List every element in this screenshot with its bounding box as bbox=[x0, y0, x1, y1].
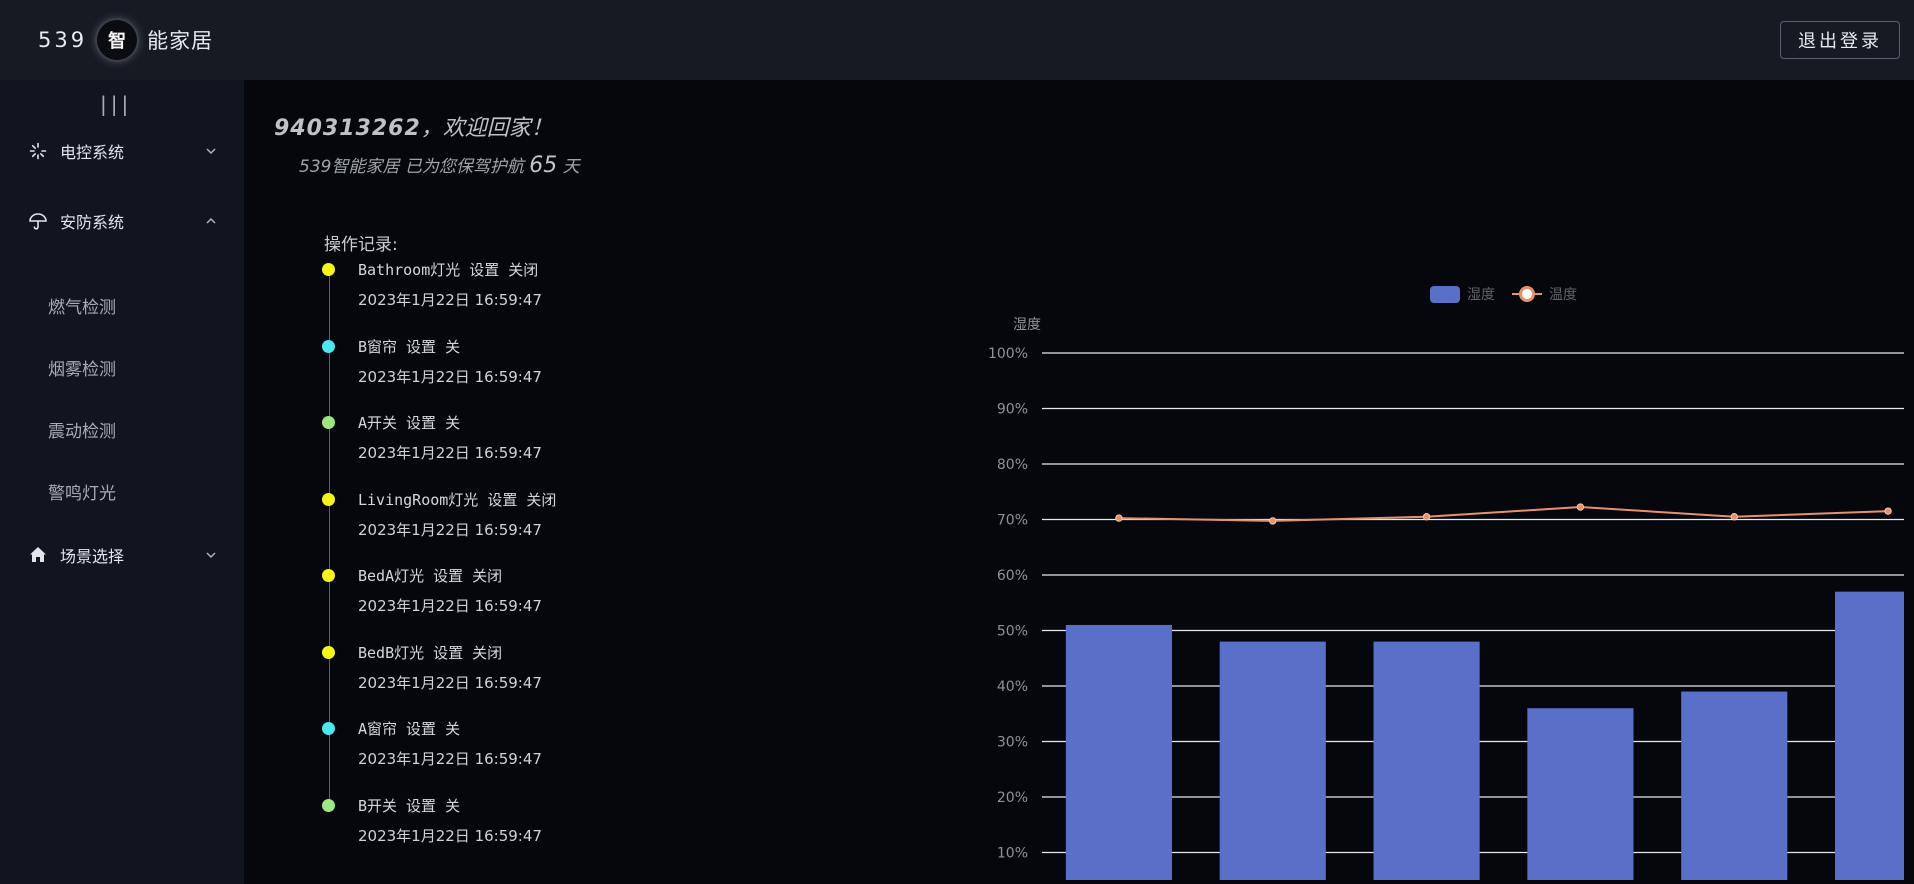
log-entry-text: BedA灯光 设置 关闭 bbox=[358, 567, 503, 585]
umbrella-icon bbox=[28, 211, 48, 231]
sidebar-group-label: 安防系统 bbox=[60, 213, 125, 232]
log-entry-text: B开关 设置 关 bbox=[358, 796, 461, 815]
y-tick-label: 100% bbox=[988, 346, 1028, 362]
temperature-point bbox=[1422, 513, 1431, 521]
top-bar: 539 智 能家居 退出登录 bbox=[0, 0, 1914, 80]
guard-text: 539智能家居 已为您保驾护航 bbox=[299, 157, 524, 177]
sidebar-group-label: 电控系统 bbox=[60, 143, 125, 162]
log-entry-text: A窗帘 设置 关 bbox=[358, 720, 461, 738]
welcome-greeting: ，欢迎回家！ bbox=[420, 116, 553, 141]
collapse-sidebar-button[interactable]: ||| bbox=[100, 92, 133, 116]
temperature-point bbox=[1115, 514, 1123, 522]
chevron-up-icon bbox=[204, 213, 218, 232]
guard-days-unit: 天 bbox=[562, 157, 580, 177]
legend-marker-temperature bbox=[1519, 286, 1535, 302]
y-tick-label: 70% bbox=[997, 513, 1028, 529]
brand: 539 智 能家居 bbox=[38, 20, 213, 60]
bar bbox=[1219, 641, 1326, 884]
logout-button[interactable]: 退出登录 bbox=[1780, 21, 1900, 59]
home-icon bbox=[28, 545, 48, 565]
y-tick-label: 50% bbox=[997, 624, 1028, 640]
sidebar-group-electric-control[interactable]: 电控系统 bbox=[28, 136, 218, 166]
y-axis-title: 湿度 bbox=[1013, 317, 1041, 333]
log-entry-time: 2023年1月22日 16:59:47 bbox=[358, 367, 542, 386]
sidebar-group-label: 场景选择 bbox=[60, 547, 125, 566]
y-tick-label: 10% bbox=[997, 846, 1028, 862]
guard-days: 65 bbox=[529, 153, 558, 178]
temperature-line bbox=[1118, 506, 1889, 522]
bar bbox=[1527, 708, 1634, 884]
guard-subtitle: 539智能家居 已为您保驾护航 65 天 bbox=[299, 152, 580, 178]
temperature-point bbox=[1576, 503, 1585, 511]
log-entry-time: 2023年1月22日 16:59:47 bbox=[358, 826, 542, 845]
sidebar-group-security[interactable]: 安防系统 bbox=[28, 206, 218, 236]
log-dot bbox=[322, 492, 335, 506]
log-dot bbox=[322, 645, 335, 659]
sidebar-item-vibration-detection[interactable]: 震动检测 bbox=[48, 422, 116, 442]
y-tick-label: 90% bbox=[997, 402, 1028, 418]
temperature-point bbox=[1269, 517, 1277, 525]
welcome-heading: 940313262，欢迎回家！ bbox=[274, 110, 553, 142]
log-entry-time: 2023年1月22日 16:59:47 bbox=[358, 520, 542, 539]
sidebar-item-alarm-light[interactable]: 警鸣灯光 bbox=[48, 484, 116, 504]
log-entry-text: BedB灯光 设置 关闭 bbox=[358, 643, 503, 662]
y-tick-label: 60% bbox=[997, 568, 1028, 584]
brand-logo-icon: 智 bbox=[97, 20, 138, 60]
sidebar-group-scene[interactable]: 场景选择 bbox=[28, 540, 218, 570]
log-dot bbox=[322, 339, 335, 353]
log-entry-time: 2023年1月22日 16:59:47 bbox=[358, 750, 542, 768]
bar bbox=[1373, 641, 1480, 884]
operation-log-title: 操作记录: bbox=[324, 235, 398, 255]
chevron-down-icon bbox=[204, 143, 218, 162]
brand-prefix: 539 bbox=[38, 28, 88, 52]
log-entry-time: 2023年1月22日 16:59:47 bbox=[358, 444, 542, 462]
bar bbox=[1681, 691, 1788, 884]
timeline-line bbox=[329, 265, 330, 805]
chevron-down-icon bbox=[204, 547, 218, 566]
temperature-point bbox=[1884, 507, 1892, 515]
log-dot bbox=[322, 263, 335, 276]
log-entry-time: 2023年1月22日 16:59:47 bbox=[358, 291, 542, 309]
user-id: 940313262 bbox=[274, 116, 421, 141]
y-tick-label: 20% bbox=[997, 790, 1028, 806]
sidebar-item-smoke-detection[interactable]: 烟雾检测 bbox=[48, 360, 116, 380]
log-entry-time: 2023年1月22日 16:59:47 bbox=[358, 597, 542, 615]
log-entry-text: B窗帘 设置 关 bbox=[358, 337, 461, 356]
legend-label-humidity: 湿度 bbox=[1467, 287, 1495, 303]
bar bbox=[1835, 591, 1914, 884]
log-dot bbox=[322, 722, 335, 735]
temp-humidity-chart: 0%0 °C10%4 °C20%8 °C30%12 °C40%16 °C50%2… bbox=[904, 190, 1914, 884]
log-entry-text: A开关 设置 关 bbox=[358, 414, 461, 432]
y-tick-label: 30% bbox=[997, 735, 1028, 751]
log-dot bbox=[322, 569, 335, 582]
legend-swatch-humidity bbox=[1430, 286, 1460, 303]
sparkle-icon bbox=[28, 141, 48, 161]
sidebar: ||| 电控系统 安防系统 燃气检测 烟雾检测 震动检测 警鸣灯光 bbox=[0, 80, 244, 884]
legend-label-temperature: 温度 bbox=[1549, 287, 1577, 303]
brand-suffix: 能家居 bbox=[147, 29, 214, 53]
log-entry-time: 2023年1月22日 16:59:47 bbox=[358, 673, 542, 692]
log-entry-text: Bathroom灯光 设置 关闭 bbox=[358, 261, 539, 279]
main-content: 940313262，欢迎回家！ 539智能家居 已为您保驾护航 65 天 操作记… bbox=[244, 80, 1914, 884]
chart-svg: 0%0 °C10%4 °C20%8 °C30%12 °C40%16 °C50%2… bbox=[988, 286, 1914, 884]
y-tick-label: 80% bbox=[997, 457, 1028, 473]
temperature-point bbox=[1730, 513, 1738, 521]
log-dot bbox=[322, 798, 335, 812]
log-entry-text: LivingRoom灯光 设置 关闭 bbox=[358, 490, 557, 509]
y-tick-label: 40% bbox=[997, 679, 1028, 695]
log-dot bbox=[322, 416, 335, 429]
sidebar-item-gas-detection[interactable]: 燃气检测 bbox=[48, 298, 116, 318]
bar bbox=[1065, 624, 1172, 884]
